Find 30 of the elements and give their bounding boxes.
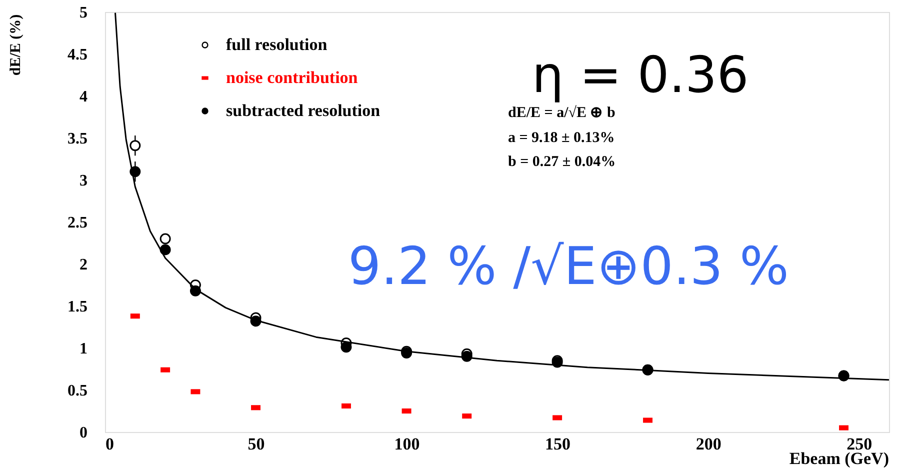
y-tick-label: 4.5	[68, 46, 88, 64]
annotation: 9.2 % /√E⊕0.3 %	[348, 237, 789, 297]
annotation: a = 9.18 ± 0.13%	[508, 130, 615, 146]
x-tick-label: 0	[106, 434, 114, 454]
annotation: η = 0.36	[532, 46, 749, 104]
y-tick-label: 2	[80, 256, 88, 274]
y-tick-label: 1	[80, 340, 88, 358]
annotation: b = 0.27 ± 0.04%	[508, 154, 616, 170]
y-tick-label: 4	[80, 88, 88, 106]
point	[160, 233, 171, 244]
y-tick-label: 0.5	[68, 382, 88, 400]
point	[160, 244, 171, 256]
legend-label: full resolution	[226, 35, 328, 54]
annotation: dE/E = a/√E ⊕ b	[508, 105, 616, 121]
y-tick-label: 3.5	[68, 130, 88, 148]
x-tick-label: 150	[545, 434, 571, 454]
x-tick-label: 100	[394, 434, 420, 454]
y-axis-title: dE/E (%)	[8, 14, 24, 76]
point	[340, 342, 352, 353]
legend-label: noise contribution	[226, 68, 358, 87]
x-tick-label: 50	[248, 434, 265, 454]
point	[130, 140, 141, 152]
legend-label: subtracted resolution	[226, 101, 381, 120]
point	[190, 285, 201, 296]
x-tick-label: 200	[696, 434, 722, 454]
y-tick-label: 2.5	[68, 214, 88, 232]
y-tick-label: 1.5	[68, 298, 88, 316]
line-series	[114, 12, 890, 381]
y-tick-label: 3	[80, 172, 88, 190]
y-tick-label: 5	[80, 4, 88, 22]
